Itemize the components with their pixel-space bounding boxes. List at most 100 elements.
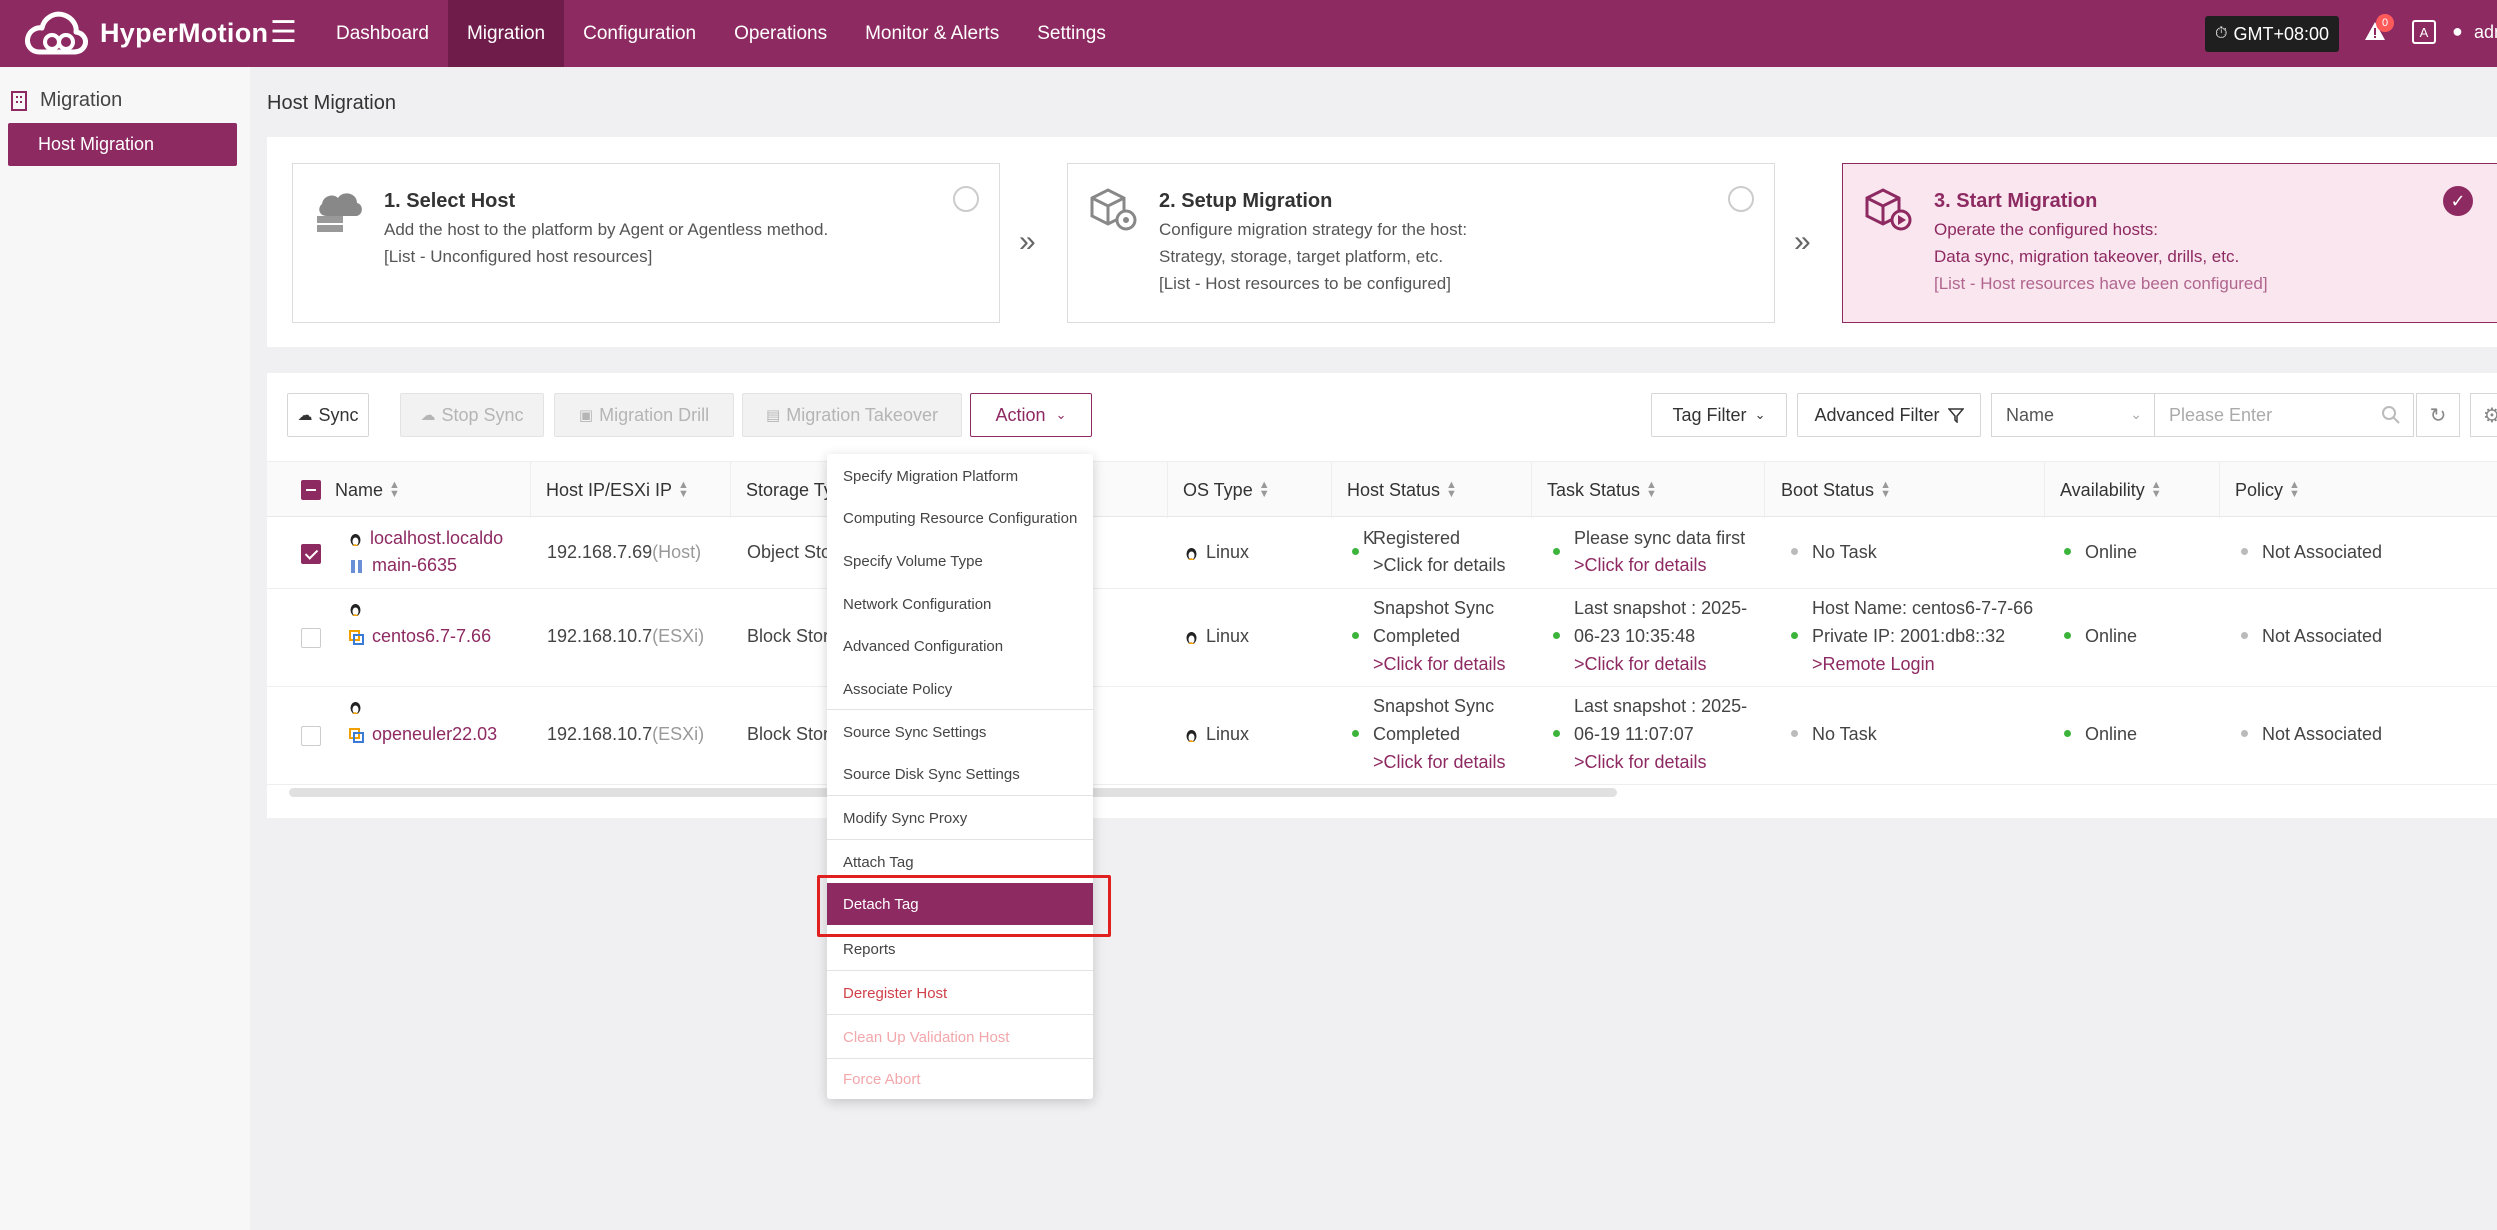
column-header-host-ip[interactable]: Host IP/ESXi IP ▲ ▼ (530, 462, 689, 518)
policy: Not Associated (2241, 721, 2382, 748)
step-start-migration[interactable]: 3. Start Migration Operate the configure… (1842, 163, 2497, 323)
menu-item-reports[interactable]: Reports (843, 940, 896, 958)
row-checkbox[interactable] (301, 544, 321, 564)
host-name-link[interactable]: localhost.localdo (349, 525, 503, 552)
column-header-policy[interactable]: Policy ▲ ▼ (2219, 462, 2300, 518)
search-icon[interactable] (2381, 405, 2401, 425)
menu-item-associate-policy[interactable]: Associate Policy (843, 680, 953, 698)
menu-item-attach-tag[interactable]: Attach Tag (843, 853, 914, 871)
column-header-boot-status[interactable]: Boot Status ▲ ▼ (1764, 462, 1891, 518)
menu-item-deregister-host[interactable]: Deregister Host (843, 984, 948, 1002)
linux-penguin-icon (350, 702, 361, 715)
step-description: Data sync, migration takeover, drills, e… (1934, 247, 2240, 266)
column-header-os-type[interactable]: OS Type ▲ ▼ (1167, 462, 1270, 518)
click-for-details-link[interactable]: >Click for details (1574, 555, 1707, 575)
gear-icon[interactable]: ⚙ (2470, 393, 2497, 437)
sidebar-item-host-migration[interactable]: Host Migration (8, 123, 237, 166)
migration-steps-panel: 1. Select Host Add the host to the platf… (267, 137, 2497, 347)
search-input[interactable]: Please Enter (2154, 393, 2414, 437)
app-logo[interactable]: HyperMotion (24, 8, 268, 58)
action-dropdown-button[interactable]: Action ⌄ (970, 393, 1092, 437)
select-all-checkbox[interactable] (301, 480, 321, 500)
menu-item-detach-tag[interactable]: Detach Tag (827, 883, 1093, 925)
host-name-link[interactable]: openeuler22.03 (349, 721, 497, 748)
click-for-details-link[interactable]: >Click for details (1574, 752, 1707, 772)
row-checkbox[interactable] (301, 628, 321, 648)
sidebar-group-migration[interactable]: Migration (10, 89, 122, 112)
step-select-host[interactable]: 1. Select Host Add the host to the platf… (292, 163, 1000, 323)
nav-operations[interactable]: Operations (734, 22, 828, 44)
click-for-details-link[interactable]: >Click for details (1373, 555, 1506, 575)
user-name[interactable]: adm (2474, 22, 2497, 42)
filter-icon (1947, 408, 1964, 423)
menu-item-network-configuration[interactable]: Network Configuration (843, 595, 992, 613)
menu-item-specify-volume-type[interactable]: Specify Volume Type (843, 552, 983, 570)
table-row[interactable]: openeuler22.03 192.168.10.7(ESXi) Block … (267, 687, 2497, 785)
nav-dashboard[interactable]: Dashboard (336, 22, 429, 44)
linux-penguin-icon (1186, 730, 1197, 743)
advanced-filter-button[interactable]: Advanced Filter (1797, 393, 1981, 437)
table-row[interactable]: centos6.7-7.66 192.168.10.7(ESXi) Block … (267, 589, 2497, 687)
stop-sync-label: Stop Sync (441, 404, 524, 425)
step-checked-icon[interactable]: ✓ (2443, 186, 2473, 216)
host-name-link[interactable]: main-6635 (349, 552, 457, 579)
search-field-select[interactable]: Name ⌄ (1991, 393, 2155, 437)
click-for-details-link[interactable]: >Click for details (1373, 654, 1506, 674)
stop-sync-button[interactable]: ☁ Stop Sync (400, 393, 544, 437)
timezone-badge[interactable]: ⏱ GMT+08:00 (2205, 16, 2339, 52)
menu-divider (827, 709, 1093, 710)
drill-icon: ▣ (578, 407, 594, 424)
tag-filter-button[interactable]: Tag Filter ⌄ (1651, 393, 1787, 437)
nav-configuration[interactable]: Configuration (583, 22, 697, 44)
user-icon[interactable]: ● (2452, 21, 2463, 41)
migration-drill-button[interactable]: ▣ Migration Drill (554, 393, 734, 437)
table-header: Name ▲ ▼ Host IP/ESXi IP ▲ ▼ Storage Ty OS T… (267, 461, 2497, 518)
migration-drill-label: Migration Drill (599, 404, 710, 425)
task-status: 06-19 11:07:07 (1553, 721, 1694, 748)
step-title: 3. Start Migration (1934, 190, 2098, 212)
step-setup-migration[interactable]: 2. Setup Migration Configure migration s… (1067, 163, 1775, 323)
click-for-details-link[interactable]: >Click for details (1373, 752, 1506, 772)
table-row[interactable]: localhost.localdo main-6635 192.168.7.69… (267, 517, 2497, 589)
search-field-value: Name (2006, 404, 2055, 425)
step-title: 1. Select Host (384, 190, 516, 212)
task-status: Please sync data first (1574, 528, 1746, 548)
host-name-link[interactable]: centos6.7-7.66 (349, 623, 491, 650)
remote-login-link[interactable]: >Remote Login (1812, 654, 1935, 674)
box-play-icon (1865, 188, 1912, 231)
sync-button[interactable]: ☁ Sync (287, 393, 369, 437)
tag-filter-label: Tag Filter (1672, 404, 1747, 425)
menu-item-clean-up-validation-host[interactable]: Clean Up Validation Host (843, 1028, 1010, 1046)
double-chevron-right-icon: » (1019, 225, 1036, 258)
row-checkbox[interactable] (301, 726, 321, 746)
storage-type: Block Stora (747, 626, 840, 646)
migration-takeover-button[interactable]: ▤ Migration Takeover (742, 393, 962, 437)
menu-item-source-disk-sync-settings[interactable]: Source Disk Sync Settings (843, 765, 1020, 783)
menu-item-modify-sync-proxy[interactable]: Modify Sync Proxy (843, 809, 968, 827)
column-header-storage-type[interactable]: Storage Ty (730, 462, 833, 518)
chevron-down-icon: ⌄ (1055, 407, 1067, 422)
top-navigation-bar: HyperMotion ☰ Dashboard Migration Config… (0, 0, 2497, 67)
step-radio[interactable] (1728, 186, 1754, 212)
column-header-host-status[interactable]: Host Status ▲ ▼ (1331, 462, 1457, 518)
nav-migration[interactable]: Migration (447, 0, 565, 67)
menu-divider (827, 795, 1093, 796)
menu-item-specify-migration-platform[interactable]: Specify Migration Platform (843, 467, 1019, 485)
menu-toggle-icon[interactable]: ☰ (270, 16, 297, 49)
menu-divider (827, 970, 1093, 971)
menu-item-computing-resource-configuration[interactable]: Computing Resource Configuration (843, 509, 1078, 527)
refresh-icon[interactable]: ↻ (2416, 393, 2460, 437)
host-status: Snapshot Sync (1373, 696, 1495, 716)
menu-item-force-abort[interactable]: Force Abort (843, 1070, 921, 1088)
step-radio[interactable] (953, 186, 979, 212)
menu-item-source-sync-settings[interactable]: Source Sync Settings (843, 723, 987, 741)
nav-settings[interactable]: Settings (1037, 22, 1106, 44)
column-header-task-status[interactable]: Task Status ▲ ▼ (1531, 462, 1657, 518)
column-header-availability[interactable]: Availability ▲ ▼ (2044, 462, 2162, 518)
menu-item-advanced-configuration[interactable]: Advanced Configuration (843, 637, 1004, 655)
column-header-name[interactable]: Name ▲ ▼ (335, 479, 400, 500)
language-icon[interactable]: A (2412, 20, 2436, 44)
alert-warning-icon[interactable] (2364, 20, 2386, 42)
nav-monitor-alerts[interactable]: Monitor & Alerts (865, 22, 1000, 44)
click-for-details-link[interactable]: >Click for details (1574, 654, 1707, 674)
